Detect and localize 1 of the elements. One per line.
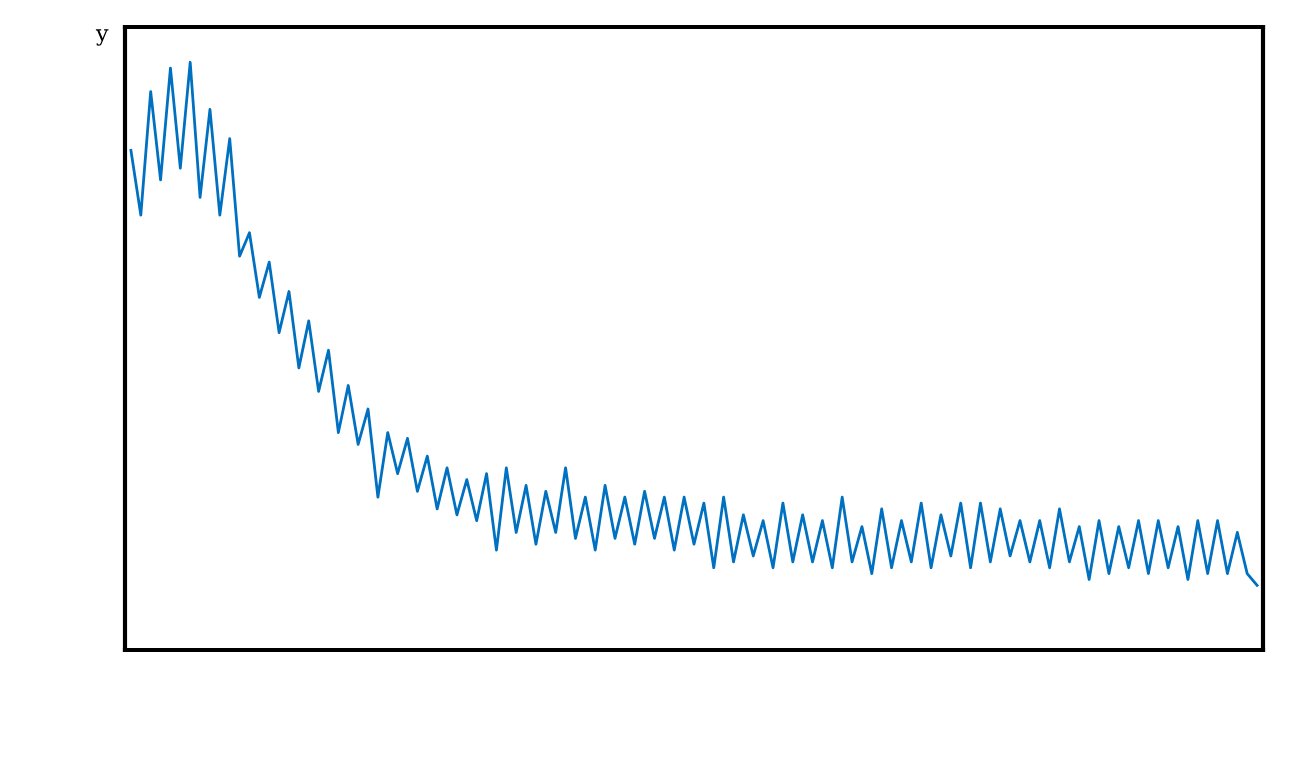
y-axis-title: y	[95, 29, 109, 46]
